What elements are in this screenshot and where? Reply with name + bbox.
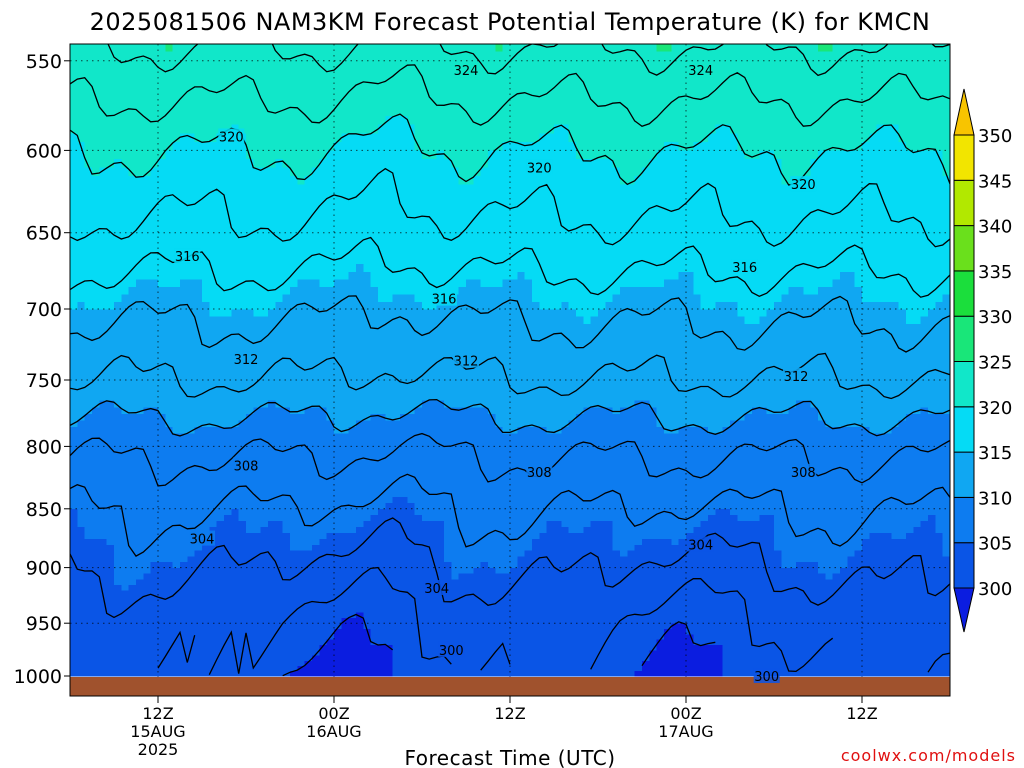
contour-label-bg (783, 367, 809, 383)
contour-label: 312 (234, 353, 259, 368)
contour-label: 320 (791, 178, 816, 193)
colorbar-label: 340 (978, 217, 1012, 238)
credit-text: coolwx.com/models (841, 746, 1016, 765)
contour-label-bg (218, 128, 245, 144)
x-tick-label: 17AUG (658, 722, 713, 741)
y-tick-label: 700 (26, 299, 62, 321)
y-tick-label: 750 (26, 370, 62, 392)
contour-label: 320 (219, 131, 244, 146)
colorbar-label: 335 (978, 262, 1012, 283)
colorbar-swatch (953, 270, 975, 317)
colorbar-label: 325 (978, 353, 1012, 374)
contour-label-bg (687, 62, 714, 78)
temperature-bands (70, 44, 950, 677)
colorbar-label: 320 (978, 398, 1012, 419)
contour-label: 316 (432, 293, 457, 308)
x-tick-label: 12Z (142, 704, 173, 723)
x-axis-label: Forecast Time (UTC) (404, 746, 615, 768)
x-tick-label: 00Z (670, 704, 701, 723)
contour-label: 324 (688, 64, 713, 79)
colorbar-label: 330 (978, 307, 1012, 328)
ground-surface (70, 677, 950, 696)
colorbar-swatch (953, 225, 975, 272)
grid-lines (70, 44, 950, 677)
y-tick-label: 600 (26, 140, 62, 162)
contour-label: 300 (754, 670, 779, 685)
contour-label: 324 (219, 30, 244, 45)
contour-label-bg (189, 530, 215, 546)
colorbar-swatch (953, 315, 975, 363)
contour-label-bg (526, 159, 553, 175)
contour-label: 316 (732, 261, 757, 276)
colorbar-label: 315 (978, 443, 1012, 464)
contour-label: 300 (439, 644, 464, 659)
x-tick-label: 00Z (318, 704, 349, 723)
contour-label-bg (731, 259, 758, 274)
contour-label: 304 (190, 533, 215, 548)
y-tick-label: 650 (26, 223, 62, 245)
colorbar-swatch (953, 496, 975, 544)
colorbar-label: 300 (978, 579, 1012, 600)
y-tick-label: 850 (26, 499, 62, 521)
colorbar-label: 345 (978, 171, 1012, 192)
colorbar-swatch (953, 406, 975, 453)
y-tick-label: 950 (26, 613, 62, 635)
y-tick-label: 900 (26, 558, 62, 580)
x-tick-label: 12Z (494, 704, 525, 723)
contour-label: 308 (234, 460, 259, 475)
contour-label: 304 (424, 582, 449, 597)
contour-label: 320 (527, 161, 552, 176)
contour-label: 316 (175, 250, 200, 265)
contour-label-bg (233, 457, 259, 473)
colorbar-swatch (953, 179, 975, 227)
contour-label-bg (753, 668, 780, 683)
contour-label: 312 (454, 355, 479, 370)
contour-label-bg (790, 463, 817, 479)
colorbar-min-arrow (953, 587, 975, 633)
contour-label: 304 (688, 539, 713, 554)
colorbar-max-arrow (953, 88, 975, 136)
contour-label-bg (438, 641, 465, 657)
contour-label-bg (453, 62, 479, 78)
colorbar-label: 350 (978, 126, 1012, 147)
x-tick-label: 2025 (138, 740, 179, 759)
contour-label-bg (790, 176, 817, 192)
colorbar-swatch (953, 451, 975, 498)
colorbar: 300 305 310 315 320 325 330 335 340 345 350 (953, 88, 1012, 633)
contour-label-bg (453, 352, 479, 368)
contour-labels: 3483483443443403403403363363363323323323… (174, 30, 817, 685)
x-tick-label: 16AUG (306, 722, 361, 741)
y-axis: 2503003504004505005506006507007508008509… (14, 51, 70, 688)
contour-label: 312 (784, 370, 809, 385)
contour-label-bg (526, 463, 553, 479)
colorbar-label: 310 (978, 488, 1012, 509)
colorbar-swatch (953, 542, 975, 589)
contour-label-bg (174, 248, 201, 264)
y-tick-label: 800 (26, 436, 62, 458)
y-tick-label: 550 (26, 51, 62, 73)
contour-label-bg (423, 580, 450, 595)
contour-label: 308 (527, 466, 552, 481)
colorbar-swatch (953, 361, 975, 408)
chart-title: 2025081506 NAM3KM Forecast Potential Tem… (90, 8, 931, 36)
y-tick-label: 1000 (14, 666, 62, 688)
contour-label-bg (431, 290, 457, 306)
x-tick-label: 15AUG (130, 722, 185, 741)
colorbar-label: 305 (978, 534, 1012, 555)
contour-label: 324 (454, 64, 479, 79)
x-tick-label: 12Z (846, 704, 877, 723)
contour-label-bg (233, 351, 259, 367)
contour-label-bg (687, 536, 714, 552)
contour-label: 308 (791, 466, 816, 481)
colorbar-swatch (953, 134, 975, 181)
